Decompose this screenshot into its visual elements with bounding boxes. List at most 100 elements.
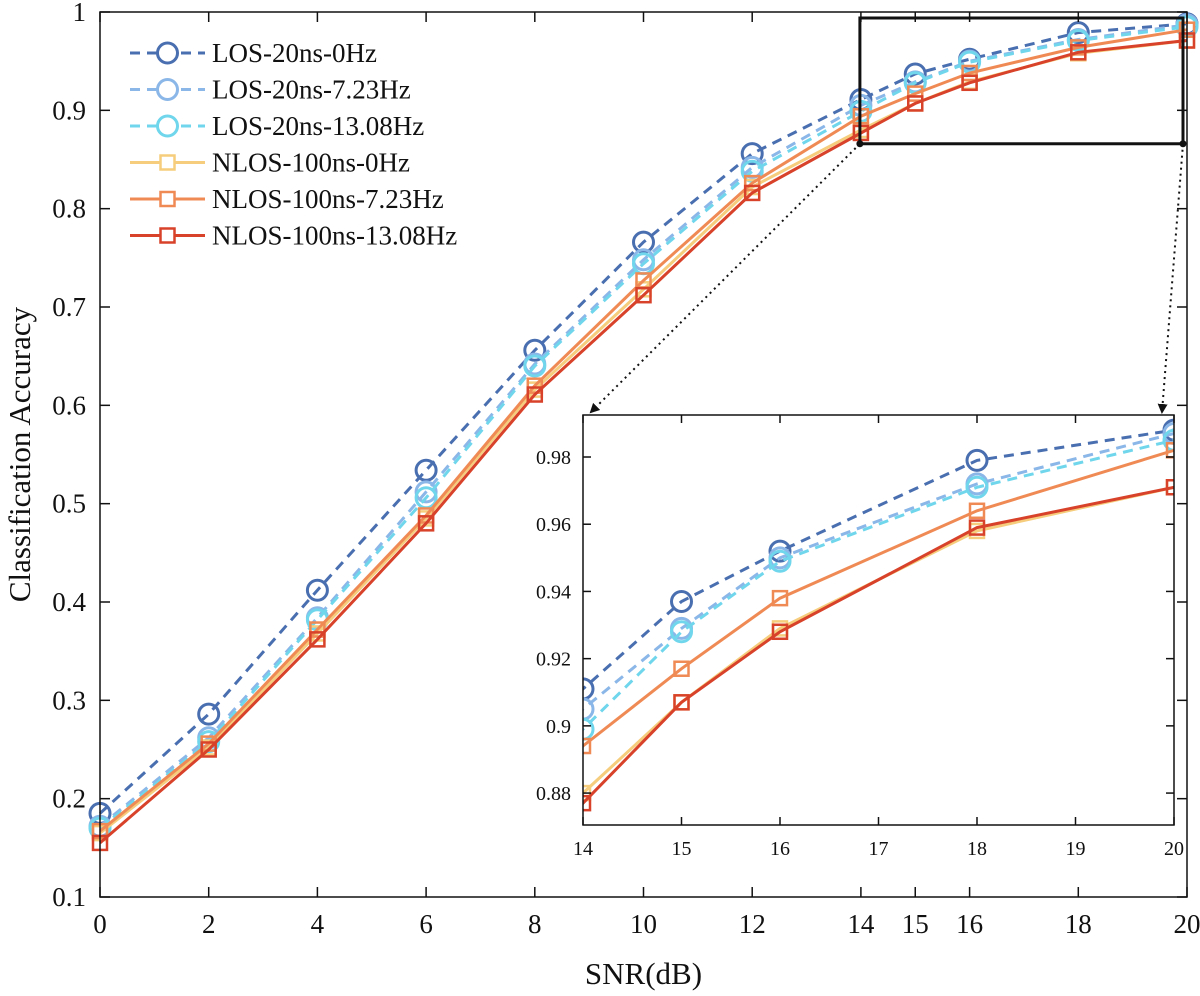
inset-x-tick-label: 15: [672, 838, 692, 860]
inset-y-tick-label: 0.92: [536, 649, 571, 671]
data-point-1-3: [414, 480, 438, 504]
inset-y-tick-label: 0.96: [536, 514, 571, 536]
inset-data-point-4-1: [673, 660, 690, 677]
series-line-4: [99, 28, 1188, 833]
inset-x-tick-label: 16: [770, 838, 790, 860]
data-point-0-3: [414, 458, 438, 482]
inset-series-line-5: [583, 485, 1174, 806]
inset-series-line-0: [583, 428, 1174, 691]
legend-marker-3: [159, 154, 176, 171]
inset-data-point-0-0: [583, 677, 595, 701]
inset-data-point-1-4: [1162, 421, 1174, 445]
y-tick-label: 0.8: [52, 194, 86, 224]
data-point-4-2: [309, 621, 326, 638]
data-point-5-3: [417, 515, 435, 532]
x-tick-label: 6: [419, 909, 433, 939]
legend-label: NLOS-100ns-7.23Hz: [212, 184, 444, 214]
inset-data-point-5-2: [771, 623, 789, 641]
legend-marker-2: [156, 114, 179, 138]
inset-data-point-4-4: [1165, 442, 1174, 459]
data-point-5-8: [907, 95, 924, 112]
data-point-5-2: [309, 631, 326, 648]
inset-series-group: [583, 418, 1174, 812]
data-point-5-1: [200, 741, 217, 758]
x-tick-label: 20: [1174, 909, 1200, 939]
data-point-0-5: [632, 230, 655, 254]
legend-label: LOS-20ns-13.08Hz: [212, 111, 424, 141]
data-point-5-10: [1070, 44, 1087, 61]
legend-marker-5: [159, 227, 176, 244]
main-axes: 0 2 4 6 8 10 12 14 15 16 18 20 0.1 0.2 0.3 0.4 0.5 0.6 0.7…: [52, 0, 1200, 939]
inset-data-point-5-0: [583, 794, 592, 812]
zoom-arrow-right: [1157, 143, 1184, 414]
legend-label: NLOS-100ns-0Hz: [212, 148, 410, 178]
inset-data-point-2-2: [768, 549, 792, 573]
data-point-5-6: [743, 184, 761, 202]
y-tick-label: 0.4: [52, 587, 86, 617]
y-tick-label: 0.2: [52, 784, 86, 814]
inset-x-tick-label: 20: [1164, 838, 1184, 860]
series-line-5: [99, 39, 1188, 845]
data-point-4-9: [961, 64, 978, 82]
data-point-0-4: [523, 338, 547, 362]
y-tick-label: 0.3: [52, 685, 86, 715]
inset-series-line-2: [583, 438, 1174, 732]
x-tick-label: 0: [93, 909, 107, 939]
y-tick-label: 0.1: [52, 882, 86, 912]
inset-y-tick-label: 0.94: [536, 581, 571, 603]
inset-data-point-5-3: [968, 519, 986, 536]
y-tick-label: 0.6: [52, 390, 86, 420]
inset-y-tick-label: 0.88: [536, 783, 571, 805]
x-tick-label: 8: [528, 909, 542, 939]
x-tick-label: 18: [1065, 909, 1092, 939]
inset-y-tick-label: 0.9: [546, 716, 571, 738]
legend-marker-4: [159, 190, 176, 208]
data-point-2-6: [740, 159, 764, 183]
inset-data-point-4-2: [771, 589, 789, 607]
x-tick-label: 14: [847, 909, 875, 939]
inset-x-tick-label: 14: [573, 838, 593, 860]
inset-data-point-2-3: [965, 475, 989, 499]
inset-data-point-2-0: [583, 717, 595, 741]
inset-data-point-1-0: [583, 697, 595, 721]
data-point-5-4: [526, 386, 544, 403]
legend-label: NLOS-100ns-13.08Hz: [212, 221, 457, 251]
x-tick-label: 4: [311, 909, 325, 939]
y-tick-label: 0.5: [52, 489, 86, 519]
data-point-0-2: [305, 578, 329, 602]
legend: LOS-20ns-0Hz LOS-20ns-7.23Hz LOS-20ns-13.0…: [130, 38, 457, 251]
data-point-0-6: [740, 142, 764, 166]
inset-data-point-4-0: [583, 737, 592, 755]
x-tick-label: 15: [902, 909, 929, 939]
inset-y-tick-label: 0.98: [536, 447, 571, 469]
inset-x-tick-label: 19: [1066, 838, 1086, 860]
data-point-0-1: [197, 702, 221, 726]
zoom-annotation: [589, 16, 1187, 414]
inset-x-tick-label: 18: [967, 838, 987, 860]
data-point-2-4: [523, 354, 547, 378]
inset-data-point-5-1: [673, 694, 690, 711]
inset-data-point-4-3: [968, 502, 986, 520]
series-line-2: [99, 25, 1188, 830]
inset-x-tick-label: 17: [869, 838, 889, 860]
main-series-group: [88, 12, 1199, 852]
x-tick-label: 16: [956, 909, 983, 939]
legend-marker-1: [156, 78, 179, 101]
data-point-0-10: [1066, 21, 1090, 45]
inset-data-point-2-4: [1162, 428, 1174, 452]
data-point-4-8: [907, 85, 924, 102]
x-tick-label: 10: [630, 909, 657, 939]
y-tick-label: 1: [73, 0, 87, 27]
inset-data-point-5-4: [1165, 479, 1174, 496]
x-tick-label: 2: [202, 909, 216, 939]
y-axis-title: Classification Accuracy: [2, 306, 37, 602]
x-axis-title: SNR(dB): [585, 956, 702, 991]
x-tick-label: 12: [739, 909, 766, 939]
data-point-2-10: [1066, 29, 1090, 53]
y-tick-label: 0.7: [52, 292, 86, 322]
series-line-0: [98, 22, 1188, 815]
inset-data-point-2-1: [670, 620, 693, 644]
inset-data-point-0-3: [965, 448, 989, 472]
legend-label: LOS-20ns-7.23Hz: [212, 75, 411, 105]
